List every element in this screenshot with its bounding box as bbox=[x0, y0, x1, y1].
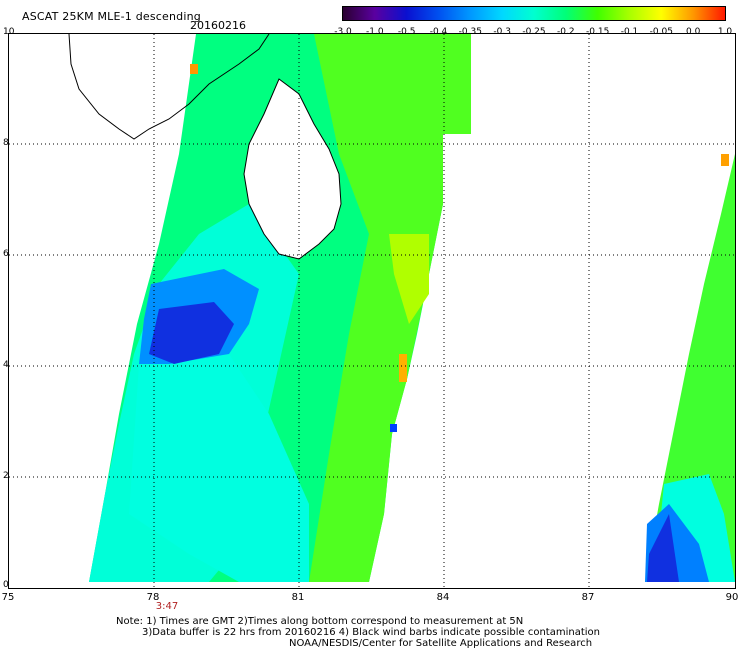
y-tick-6: 6 bbox=[3, 249, 9, 259]
sri-lanka-land bbox=[243, 78, 342, 260]
colorbar-label: 0.0 bbox=[685, 27, 701, 37]
colorbar-label: -0.15 bbox=[586, 27, 610, 37]
left-swath bbox=[89, 34, 471, 582]
swath-right-orange-spot bbox=[721, 154, 729, 166]
colorbar-label: -0.4 bbox=[429, 27, 448, 37]
x-tick-81: 81 bbox=[291, 592, 305, 603]
swath-left-orange-spot bbox=[399, 354, 407, 382]
swath-left-dark-blue bbox=[149, 302, 234, 364]
swath-left-cyan-band-2 bbox=[129, 354, 309, 582]
swath-left-green-east bbox=[309, 34, 471, 582]
y-tick-10: 10 bbox=[3, 27, 15, 37]
colorbar-gradient bbox=[343, 7, 725, 20]
colorbar-label: -1.0 bbox=[366, 27, 384, 37]
map-canvas bbox=[9, 33, 735, 588]
x-tick-78: 78 bbox=[146, 592, 160, 603]
colorbar-label: -0.05 bbox=[649, 27, 673, 37]
colorbar-label: -0.35 bbox=[458, 27, 482, 37]
y-tick-8: 8 bbox=[3, 138, 9, 148]
x-tick-84: 84 bbox=[436, 592, 450, 603]
right-swath bbox=[645, 154, 735, 582]
gridlines bbox=[9, 34, 735, 588]
colorbar bbox=[342, 6, 726, 21]
colorbar-label: -0.2 bbox=[557, 27, 575, 37]
colorbar-label: -0.3 bbox=[493, 27, 511, 37]
india-coastline bbox=[68, 33, 270, 140]
map-title: ASCAT 25KM MLE-1 descending bbox=[22, 10, 201, 23]
y-tick-0: 0 bbox=[3, 580, 9, 590]
colorbar-label: -0.25 bbox=[522, 27, 546, 37]
y-tick-4: 4 bbox=[3, 360, 9, 370]
note-line-1: Note: 1) Times are GMT 2)Times along bot… bbox=[116, 616, 524, 627]
y-tick-2: 2 bbox=[3, 471, 9, 481]
colorbar-label: -3.0 bbox=[334, 27, 352, 37]
swath-right-dark-blue bbox=[647, 514, 679, 582]
x-tick-90: 90 bbox=[725, 592, 739, 603]
x-tick-75: 75 bbox=[1, 592, 15, 603]
colorbar-label: -0.1 bbox=[620, 27, 639, 37]
colorbar-fill bbox=[343, 7, 725, 20]
pass-time-label: 3:47 bbox=[155, 601, 179, 612]
note-line-2: 3)Data buffer is 22 hrs from 20160216 4)… bbox=[142, 627, 600, 638]
map-date: 20160216 bbox=[190, 19, 246, 32]
swath-left-blue-spot bbox=[390, 424, 397, 432]
colorbar-label: -0.5 bbox=[397, 27, 416, 37]
swath-left-yellowgreen bbox=[389, 234, 429, 324]
swath-right-base bbox=[645, 154, 735, 582]
x-tick-87: 87 bbox=[581, 592, 595, 603]
note-line-3: NOAA/NESDIS/Center for Satellite Applica… bbox=[289, 638, 593, 649]
map-plot-area bbox=[8, 33, 736, 589]
swath-left-orange-nw bbox=[190, 64, 198, 74]
colorbar-label: 1.0 bbox=[717, 27, 733, 37]
